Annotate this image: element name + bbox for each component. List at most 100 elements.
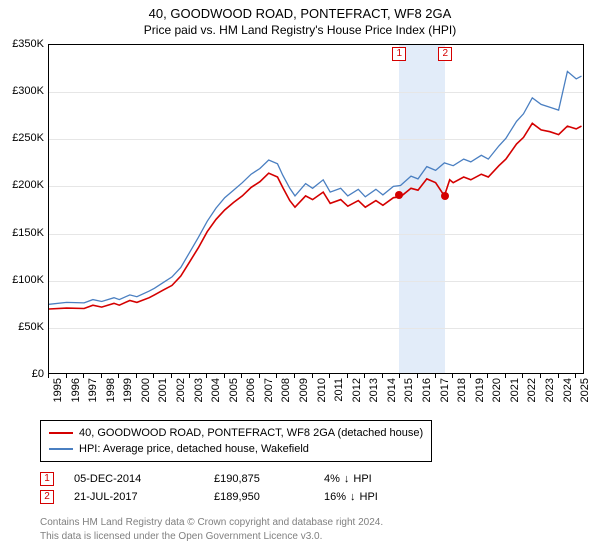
legend-label: 40, GOODWOOD ROAD, PONTEFRACT, WF8 2GA (… [79,427,423,439]
arrow-down-icon: ↓ [350,491,356,503]
hpi-label: HPI [353,473,371,485]
x-tick-label: 1997 [87,378,99,402]
x-tick [206,374,207,378]
x-tick [312,374,313,378]
x-tick [171,374,172,378]
x-tick-label: 1995 [52,378,64,402]
x-tick [399,374,400,378]
x-tick-label: 2008 [280,378,292,402]
transaction-date: 05-DEC-2014 [74,473,214,485]
x-tick [101,374,102,378]
legend-item: 40, GOODWOOD ROAD, PONTEFRACT, WF8 2GA (… [49,425,423,441]
data-point [441,192,449,200]
transaction-marker: 2 [40,490,54,504]
transaction-row: 1 05-DEC-2014£190,8754% ↓HPI [40,470,434,488]
legend-swatch [49,432,73,434]
x-tick-label: 2007 [263,378,275,402]
x-tick-label: 2020 [491,378,503,402]
x-tick-label: 1999 [122,378,134,402]
x-tick-label: 2002 [175,378,187,402]
chart-title: 40, GOODWOOD ROAD, PONTEFRACT, WF8 2GA [0,0,600,21]
x-tick-label: 2015 [403,378,415,402]
x-tick [224,374,225,378]
x-tick-label: 2021 [509,378,521,402]
x-tick [259,374,260,378]
transaction-price: £190,875 [214,473,324,485]
plot-area: 12 [48,44,584,374]
y-tick-label: £250K [4,132,44,144]
x-tick-label: 2022 [526,378,538,402]
x-tick [276,374,277,378]
x-tick-label: 2004 [210,378,222,402]
footer-note: Contains HM Land Registry data © Crown c… [40,516,383,543]
x-tick [66,374,67,378]
x-tick-label: 2025 [579,378,591,402]
x-tick-label: 2019 [474,378,486,402]
x-tick [241,374,242,378]
x-tick [435,374,436,378]
series-line [49,71,582,304]
arrow-down-icon: ↓ [344,473,350,485]
x-tick-label: 2016 [421,378,433,402]
chart-marker: 1 [392,47,406,61]
series-line [49,123,582,309]
x-tick-label: 2003 [193,378,205,402]
transaction-date: 21-JUL-2017 [74,491,214,503]
x-tick-label: 2012 [351,378,363,402]
footer-line-1: Contains HM Land Registry data © Crown c… [40,516,383,530]
x-tick [364,374,365,378]
hpi-label: HPI [360,491,378,503]
x-tick-label: 2006 [245,378,257,402]
data-point [395,191,403,199]
y-tick-label: £50K [4,321,44,333]
x-tick [189,374,190,378]
x-tick [347,374,348,378]
chart-container: 40, GOODWOOD ROAD, PONTEFRACT, WF8 2GA P… [0,0,600,560]
x-tick [118,374,119,378]
transactions-table: 105-DEC-2014£190,8754%↓HPI221-JUL-2017£1… [40,470,434,506]
x-tick-label: 2013 [368,378,380,402]
x-tick-label: 1998 [105,378,117,402]
y-tick-label: £100K [4,274,44,286]
legend-swatch [49,448,73,450]
x-tick [153,374,154,378]
y-tick-label: £300K [4,85,44,97]
x-tick-label: 1996 [70,378,82,402]
transaction-price: £189,950 [214,491,324,503]
x-tick [558,374,559,378]
footer-line-2: This data is licensed under the Open Gov… [40,530,383,544]
x-tick-label: 2009 [298,378,310,402]
pct-value: 4% [324,473,340,485]
x-tick-label: 2011 [333,378,345,402]
x-tick [417,374,418,378]
x-tick [522,374,523,378]
legend: 40, GOODWOOD ROAD, PONTEFRACT, WF8 2GA (… [40,420,432,462]
x-tick-label: 2023 [544,378,556,402]
x-tick-label: 2014 [386,378,398,402]
pct-value: 16% [324,491,346,503]
x-tick-label: 2001 [157,378,169,402]
x-tick [382,374,383,378]
x-tick [487,374,488,378]
legend-label: HPI: Average price, detached house, Wake… [79,443,309,455]
x-tick [540,374,541,378]
series-lines [49,45,585,375]
x-tick [83,374,84,378]
y-tick-label: £350K [4,38,44,50]
x-tick-label: 2005 [228,378,240,402]
x-tick [294,374,295,378]
x-tick [452,374,453,378]
x-tick [505,374,506,378]
chart-marker: 2 [438,47,452,61]
x-tick [575,374,576,378]
legend-item: HPI: Average price, detached house, Wake… [49,441,423,457]
x-tick-label: 2024 [562,378,574,402]
x-tick [470,374,471,378]
transaction-pct: 16% ↓ HPI [324,491,434,503]
y-tick-label: £200K [4,179,44,191]
x-tick [136,374,137,378]
y-tick-label: £150K [4,227,44,239]
transaction-marker: 1 [40,472,54,486]
x-tick [329,374,330,378]
x-tick [48,374,49,378]
